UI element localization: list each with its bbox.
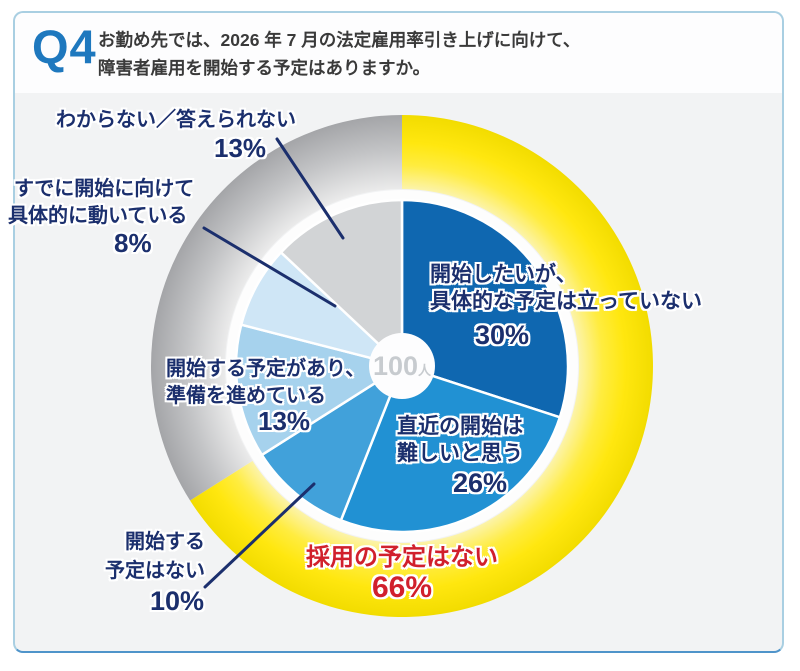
ring-label-no-hire: 採用の予定はない (306, 544, 498, 571)
question-line-1: お勤め先では、2026 年 7 月の法定雇用率引き上げに向けて、 (98, 30, 581, 50)
question-line-2: 障害者雇用を開始する予定はありますか。 (98, 58, 431, 78)
slice-label-difficult-1: 直近の開始は (397, 415, 523, 438)
center-total-unit: 人 (418, 363, 432, 378)
callout-preparing-label-2: 準備を進めている (166, 385, 326, 407)
slice-label-difficult-pct: 26% (452, 468, 508, 498)
center-total-value: 100 (372, 351, 419, 381)
callout-no-plan-pct: 10% (150, 586, 205, 616)
callout-already-label-2: 具体的に動いている (8, 205, 188, 227)
callout-unknown-pct: 13% (214, 133, 267, 163)
callout-already-pct: 8% (114, 228, 152, 258)
ring-label-no-hire-pct: 66% (371, 571, 433, 604)
question-header: Q4 お勤め先では、2026 年 7 月の法定雇用率引き上げに向けて、 障害者雇… (15, 13, 782, 93)
center-total-label: 100人 (352, 351, 452, 382)
callout-no-plan-label-1: 開始する (125, 531, 205, 553)
callout-already-label-1: すでに開始に向けて (14, 178, 195, 200)
callout-preparing-pct: 13% (258, 406, 311, 436)
callout-unknown-label: わからない／答えられない (56, 109, 296, 131)
slice-label-want-2: 具体的な予定は立っていない (430, 290, 702, 313)
slice-label-want-pct: 30% (474, 320, 530, 350)
question-number-badge: Q4 (32, 20, 97, 73)
question-text: お勤め先では、2026 年 7 月の法定雇用率引き上げに向けて、 障害者雇用を開… (98, 26, 580, 82)
slice-label-want-1: 開始したいが、 (430, 263, 577, 286)
callout-preparing-label-1: 開始する予定があり、 (166, 358, 366, 380)
callout-no-plan-label-2: 予定はない (105, 560, 205, 582)
slice-label-difficult-2: 難しいと思う (397, 442, 523, 465)
